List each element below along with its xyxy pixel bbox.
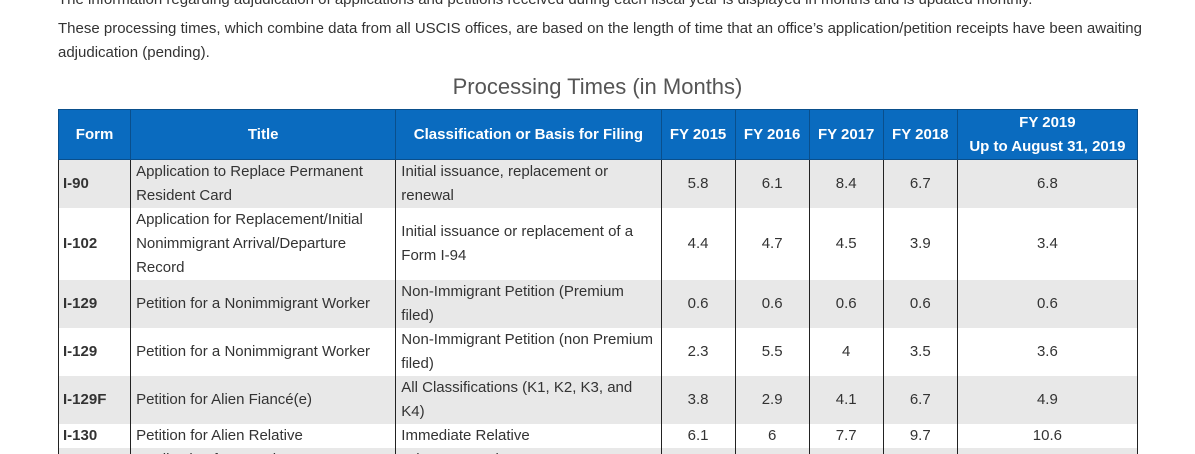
cell-title: Petition for a Nonimmigrant Worker <box>130 280 397 328</box>
table-header-row: Form Title Classification or Basis for F… <box>57 109 1139 160</box>
cell-fy2017: 7.7 <box>808 424 884 448</box>
cell-form: I-102 <box>57 208 132 280</box>
table-body: I-90 Application to Replace Permanent Res… <box>57 159 1139 454</box>
cell-fy2018: 6.7 <box>882 376 958 424</box>
cell-classification: Immediate Relative <box>395 424 662 448</box>
cell-classification: All Classifications (K1, K2, K3, and K4) <box>395 376 662 424</box>
cell-fy2019: 4.9 <box>956 376 1139 424</box>
cell-fy2018: 3.5 <box>882 328 958 376</box>
cell-form: I-129 <box>57 328 132 376</box>
header-fy2019-line2: Up to August 31, 2019 <box>969 137 1126 155</box>
header-fy2018: FY 2018 <box>882 109 958 160</box>
cell-form: I-129F <box>57 376 132 424</box>
cell-fy2016: 2.9 <box>734 376 810 424</box>
cell-fy2015: 0.6 <box>660 280 736 328</box>
cell-fy2015: 3.8 <box>660 376 736 424</box>
cell-fy2017: 8.4 <box>808 159 884 208</box>
cell-title: Petition for Alien Fiancé(e) <box>130 376 397 424</box>
cell-fy2018: 6.7 <box>882 159 958 208</box>
cell-fy2018: 9.7 <box>882 424 958 448</box>
header-fy2016: FY 2016 <box>734 109 810 160</box>
cell-fy2015: 2.3 <box>660 328 736 376</box>
cell-fy2017: 4.5 <box>808 208 884 280</box>
cell-fy2017: 4 <box>808 328 884 376</box>
table-row: I-102 Application for Replacement/Initial… <box>57 208 1139 280</box>
table-row: I-90 Application to Replace Permanent Res… <box>57 159 1139 208</box>
cell-fy2019: 3.4 <box>956 208 1139 280</box>
table-row: I-129F Petition for Alien Fiancé(e) All Cl… <box>57 376 1139 424</box>
cell-fy2017: 4.1 <box>808 376 884 424</box>
cell-classification: Initial issuance, replacement or renewal <box>395 159 662 208</box>
cell-fy2018: 3.9 <box>882 448 958 454</box>
header-form: Form <box>57 109 132 160</box>
cell-classification: Non-Immigrant Petition (Premium filed) <box>395 280 662 328</box>
intro-clipped-line: The information regarding adjudication o… <box>58 0 1032 12</box>
cell-fy2019: 10.6 <box>956 424 1139 448</box>
cell-classification: Non-Immigrant Petition (non Premium file… <box>395 328 662 376</box>
cell-form: I-129 <box>57 280 132 328</box>
header-fy2015: FY 2015 <box>660 109 736 160</box>
cell-title: Petition for Alien Relative <box>130 424 397 448</box>
cell-fy2016: 3.2 <box>734 448 810 454</box>
cell-classification: Advance Parole <box>395 448 662 454</box>
cell-form: I-130 <box>57 424 132 448</box>
cell-classification: Initial issuance or replacement of a For… <box>395 208 662 280</box>
cell-form: I-90 <box>57 159 132 208</box>
header-fy2019: FY 2019 Up to August 31, 2019 <box>956 109 1139 160</box>
cell-form: I-131 <box>57 448 132 454</box>
cell-fy2015: 4.4 <box>660 208 736 280</box>
cell-fy2016: 4.7 <box>734 208 810 280</box>
cell-fy2019: 3.6 <box>956 328 1139 376</box>
cell-fy2019: 4.5 <box>956 448 1139 454</box>
cell-fy2016: 6 <box>734 424 810 448</box>
cell-title: Petition for a Nonimmigrant Worker <box>130 328 397 376</box>
cell-fy2017: 3 <box>808 448 884 454</box>
cell-fy2017: 0.6 <box>808 280 884 328</box>
table-row: I-130 Petition for Alien Relative Immediat… <box>57 424 1139 448</box>
cell-fy2016: 6.1 <box>734 159 810 208</box>
cell-fy2015: 6.1 <box>660 424 736 448</box>
cell-fy2016: 5.5 <box>734 328 810 376</box>
cell-fy2018: 0.6 <box>882 280 958 328</box>
cell-fy2015: 5.8 <box>660 159 736 208</box>
intro-paragraph: These processing times, which combine da… <box>58 20 1142 61</box>
cell-title: Application for Replacement/Initial Noni… <box>130 208 397 280</box>
table-row: I-129 Petition for a Nonimmigrant Worker N… <box>57 280 1139 328</box>
header-fy2019-line1: FY 2019 <box>1019 113 1076 131</box>
cell-fy2018: 3.9 <box>882 208 958 280</box>
cell-fy2019: 6.8 <box>956 159 1139 208</box>
cell-title: Application to Replace Permanent Residen… <box>130 159 397 208</box>
cell-fy2016: 0.6 <box>734 280 810 328</box>
table-row: I-129 Petition for a Nonimmigrant Worker N… <box>57 328 1139 376</box>
cell-title: Application for Travel Document <box>130 448 397 454</box>
cell-fy2019: 0.6 <box>956 280 1139 328</box>
cell-fy2015: 3.3 <box>660 448 736 454</box>
header-classification: Classification or Basis for Filing <box>395 109 662 160</box>
table-row: I-131Application for Travel DocumentAdva… <box>57 448 1139 454</box>
header-fy2017: FY 2017 <box>808 109 884 160</box>
header-title: Title <box>130 109 397 160</box>
table-title: Processing Times (in Months) <box>452 74 743 99</box>
processing-times-table: Form Title Classification or Basis for F… <box>57 109 1139 454</box>
